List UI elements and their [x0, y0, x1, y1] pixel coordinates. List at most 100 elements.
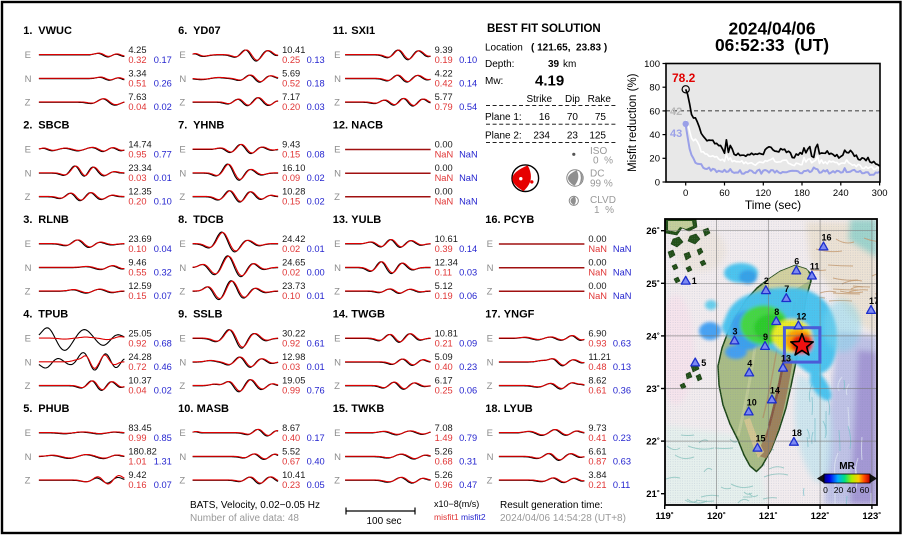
- svg-text:12.35: 12.35: [128, 187, 151, 197]
- svg-text:NaN: NaN: [435, 173, 454, 183]
- svg-text:NaN: NaN: [613, 291, 632, 301]
- svg-text:43: 43: [670, 128, 682, 140]
- svg-text:E: E: [25, 334, 31, 345]
- svg-text:N: N: [334, 357, 341, 368]
- svg-text:0.04: 0.04: [128, 386, 146, 396]
- svg-text:0.55: 0.55: [128, 268, 146, 278]
- svg-text:0.31: 0.31: [459, 457, 477, 467]
- svg-text:12.59: 12.59: [128, 281, 151, 291]
- svg-text:16: 16: [822, 233, 832, 243]
- svg-text:0: 0: [823, 485, 828, 495]
- svg-text:0.03: 0.03: [459, 268, 477, 278]
- svg-text:Z: Z: [179, 476, 185, 487]
- svg-text:0.07: 0.07: [154, 480, 172, 490]
- svg-text:N: N: [179, 168, 186, 179]
- svg-text:5.12: 5.12: [435, 281, 453, 291]
- svg-text:10.41: 10.41: [282, 470, 305, 480]
- svg-text:7: 7: [784, 284, 789, 294]
- svg-text:NaN: NaN: [459, 173, 478, 183]
- svg-text:7.63: 7.63: [128, 92, 146, 102]
- svg-text:Z: Z: [487, 287, 493, 298]
- svg-text:N: N: [334, 452, 341, 463]
- svg-text:40: 40: [649, 130, 660, 141]
- svg-text:16: 16: [539, 112, 551, 123]
- svg-text:0.25: 0.25: [435, 386, 453, 396]
- svg-text:0.68: 0.68: [435, 457, 453, 467]
- svg-text:21˚: 21˚: [646, 489, 660, 500]
- svg-text:LYUB: LYUB: [504, 403, 533, 415]
- svg-text:9: 9: [763, 332, 768, 342]
- svg-text:2024/04/06 14:54:28 (UT+8): 2024/04/06 14:54:28 (UT+8): [500, 513, 626, 524]
- svg-text:N: N: [334, 168, 341, 179]
- svg-text:Z: Z: [25, 192, 31, 203]
- svg-text:Depth:: Depth:: [485, 59, 514, 70]
- svg-text:0: 0: [683, 188, 688, 199]
- svg-text:Misfit reduction (%): Misfit reduction (%): [627, 73, 639, 172]
- svg-text:0.11: 0.11: [613, 480, 630, 490]
- svg-text:Number of alive data: 48: Number of alive data: 48: [190, 513, 299, 524]
- svg-text:6.61: 6.61: [588, 447, 606, 457]
- svg-text:0.18: 0.18: [307, 79, 325, 89]
- svg-text:N: N: [179, 74, 186, 85]
- svg-text:misfit2: misfit2: [461, 512, 486, 522]
- svg-text:CLVD: CLVD: [590, 195, 616, 206]
- svg-text:5.: 5.: [23, 403, 32, 415]
- svg-text:TDCB: TDCB: [193, 214, 224, 226]
- svg-text:20: 20: [649, 154, 660, 165]
- svg-text:TWKB: TWKB: [351, 403, 384, 415]
- svg-text:9.43: 9.43: [282, 139, 300, 149]
- svg-text:6.90: 6.90: [588, 328, 606, 338]
- svg-text:11.: 11.: [333, 25, 348, 37]
- svg-text:1.: 1.: [23, 25, 32, 37]
- svg-text:180: 180: [794, 188, 810, 199]
- svg-text:3: 3: [733, 327, 738, 337]
- svg-text:0.19: 0.19: [435, 291, 453, 301]
- svg-text:Z: Z: [179, 381, 185, 392]
- svg-text:DC: DC: [590, 169, 604, 180]
- svg-text:0.02: 0.02: [307, 173, 325, 183]
- svg-text:13.: 13.: [333, 214, 348, 226]
- svg-text:16.: 16.: [485, 214, 500, 226]
- svg-text:10.41: 10.41: [282, 45, 305, 55]
- svg-text:0.09: 0.09: [282, 173, 300, 183]
- svg-text:Z: Z: [25, 287, 31, 298]
- svg-text:3.34: 3.34: [128, 69, 146, 79]
- svg-text:NaN: NaN: [459, 149, 478, 159]
- svg-text:1 %: 1 %: [594, 205, 614, 216]
- svg-text:E: E: [25, 239, 31, 250]
- svg-text:0.20: 0.20: [128, 197, 146, 207]
- svg-text:Z: Z: [487, 476, 493, 487]
- svg-text:0.32: 0.32: [128, 55, 146, 65]
- svg-text:0.03: 0.03: [128, 173, 146, 183]
- svg-text:Z: Z: [25, 98, 31, 109]
- svg-text:24˚: 24˚: [646, 331, 660, 342]
- svg-text:0.85: 0.85: [154, 433, 172, 443]
- svg-text:0.00: 0.00: [435, 139, 453, 149]
- svg-text:E: E: [334, 428, 340, 439]
- svg-text:0.00: 0.00: [588, 258, 606, 268]
- svg-text:0.08: 0.08: [307, 149, 325, 159]
- svg-text:YNGF: YNGF: [504, 309, 535, 321]
- svg-text:Strike: Strike: [526, 94, 552, 105]
- svg-text:NaN: NaN: [435, 197, 454, 207]
- svg-text:5.69: 5.69: [282, 69, 300, 79]
- svg-text:E: E: [25, 428, 31, 439]
- svg-text:N: N: [25, 74, 32, 85]
- svg-text:0.41: 0.41: [588, 433, 606, 443]
- svg-text:0.14: 0.14: [459, 79, 477, 89]
- svg-text:0.13: 0.13: [613, 362, 631, 372]
- svg-text:N: N: [179, 263, 186, 274]
- svg-text:TWGB: TWGB: [351, 309, 385, 321]
- svg-text:Z: Z: [334, 476, 340, 487]
- svg-text:E: E: [179, 239, 185, 250]
- svg-text:0.09: 0.09: [459, 338, 477, 348]
- svg-text:Dip: Dip: [565, 94, 580, 105]
- svg-text:19.05: 19.05: [282, 376, 305, 386]
- svg-text:5.26: 5.26: [435, 470, 453, 480]
- svg-text:E: E: [334, 145, 340, 156]
- svg-text:9.: 9.: [178, 309, 187, 321]
- svg-text:24.42: 24.42: [282, 234, 305, 244]
- svg-text:0.04: 0.04: [154, 244, 172, 254]
- svg-text:0.39: 0.39: [435, 244, 453, 254]
- svg-text:0.54: 0.54: [459, 102, 477, 112]
